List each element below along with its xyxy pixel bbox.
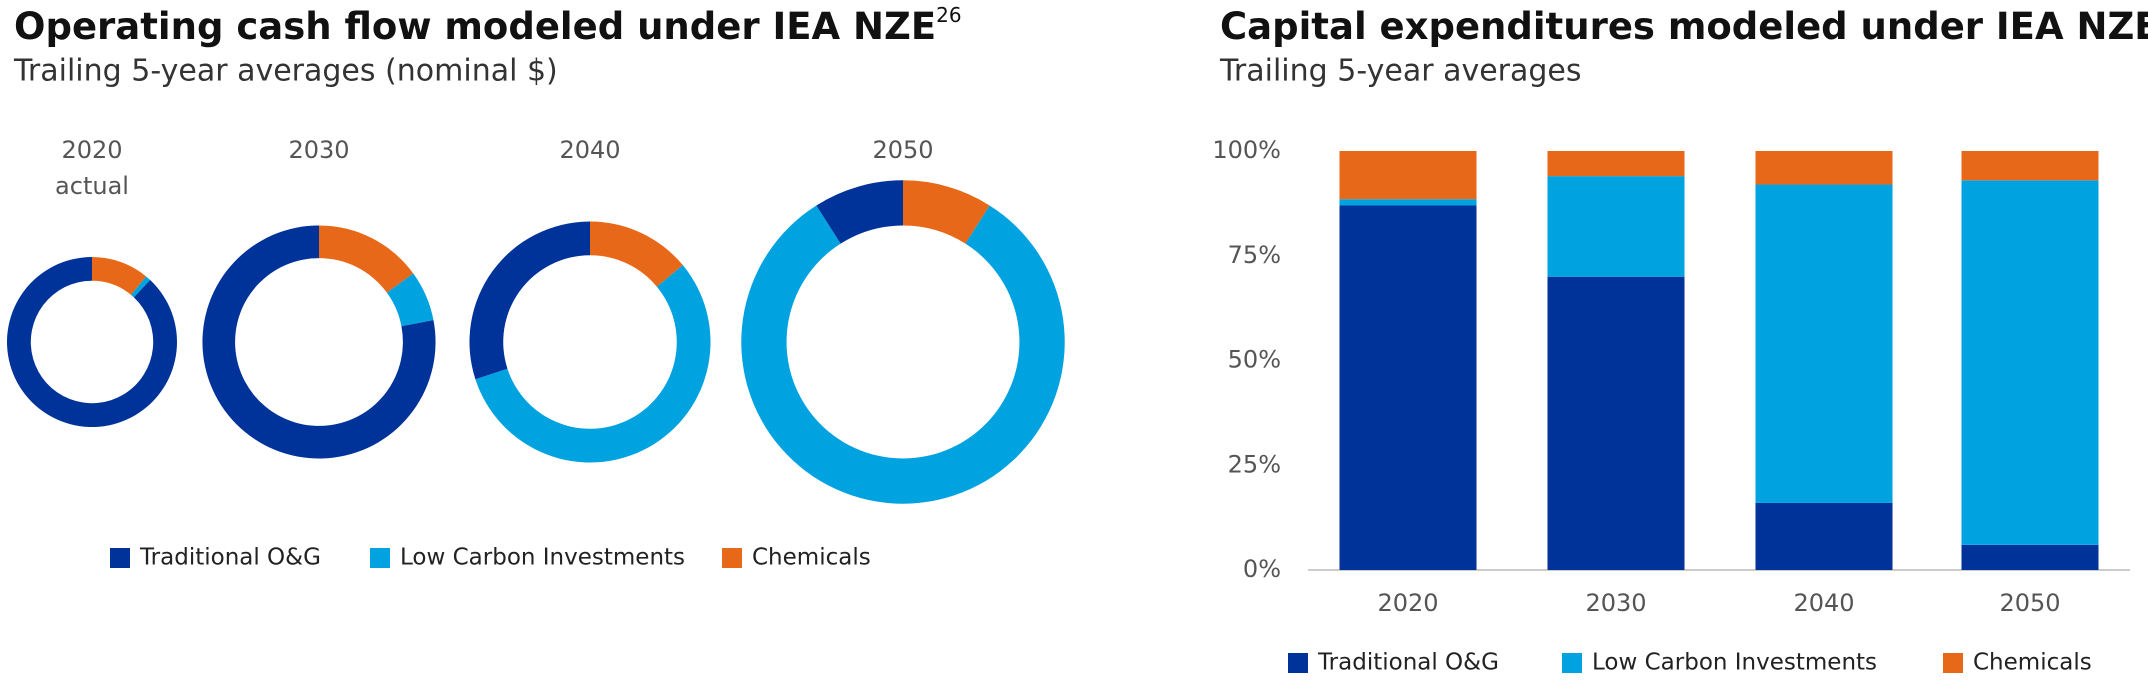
bar-segment: [1547, 176, 1685, 277]
chart-title: Operating cash flow modeled under IEA NZ…: [14, 3, 962, 48]
bar-segment: [1755, 184, 1893, 503]
legend-swatch: [110, 548, 130, 568]
donut-segment: [469, 221, 590, 380]
bar-segment: [1755, 502, 1893, 570]
donut-segment: [741, 205, 1065, 504]
legend-swatch: [1562, 653, 1582, 673]
title-text: Capital expenditures modeled under IEA N…: [1220, 5, 2148, 48]
bar-segment: [1339, 151, 1477, 200]
legend-label: Chemicals: [752, 545, 871, 571]
title-text: Operating cash flow modeled under IEA NZ…: [14, 5, 936, 48]
donut-segment: [816, 180, 903, 244]
y-tick-label: 50%: [1228, 346, 1281, 374]
x-tick-label: 2040: [1793, 589, 1854, 617]
x-tick-label: 2020: [1377, 589, 1438, 617]
y-tick-label: 25%: [1228, 450, 1281, 478]
donut-segment: [590, 221, 683, 287]
bar-segment: [1547, 276, 1685, 570]
y-tick-label: 100%: [1212, 136, 1281, 164]
legend-label: Low Carbon Investments: [1592, 650, 1877, 676]
x-tick-label: 2050: [1999, 589, 2060, 617]
legend-label: Chemicals: [1973, 650, 2092, 676]
donut-segment: [903, 180, 990, 244]
bar-segment: [1961, 544, 2099, 570]
chart-subtitle: Trailing 5-year averages (nominal $): [13, 54, 558, 89]
legend-label: Traditional O&G: [139, 545, 321, 571]
donut-segment: [475, 265, 711, 463]
bar-segment: [1961, 180, 2099, 545]
category-label: 2030: [288, 136, 349, 164]
donut-segment: [92, 257, 147, 295]
chart-subtitle: Trailing 5-year averages: [1219, 54, 1582, 89]
legend-label: Traditional O&G: [1317, 650, 1499, 676]
category-label: 2050: [872, 136, 933, 164]
legend-swatch: [722, 548, 742, 568]
bar-segment: [1547, 151, 1685, 177]
donut-segment: [131, 276, 151, 298]
donut-segment: [7, 257, 178, 428]
chart-title: Capital expenditures modeled under IEA N…: [1220, 3, 2148, 48]
legend-swatch: [370, 548, 390, 568]
category-note: actual: [55, 172, 129, 200]
bar-segment: [1961, 151, 2099, 181]
x-tick-label: 2030: [1585, 589, 1646, 617]
bar-segment: [1339, 205, 1477, 570]
title-footnote: 26: [936, 3, 961, 27]
bar-segment: [1339, 199, 1477, 206]
donut-segment: [319, 225, 414, 293]
y-tick-label: 0%: [1243, 555, 1281, 583]
bar-segment: [1755, 151, 1893, 185]
legend-swatch: [1288, 653, 1308, 673]
y-tick-label: 75%: [1228, 241, 1281, 269]
legend-swatch: [1943, 653, 1963, 673]
donut-segment: [386, 273, 434, 327]
legend-label: Low Carbon Investments: [400, 545, 685, 571]
category-label: 2020: [61, 136, 122, 164]
category-label: 2040: [559, 136, 620, 164]
